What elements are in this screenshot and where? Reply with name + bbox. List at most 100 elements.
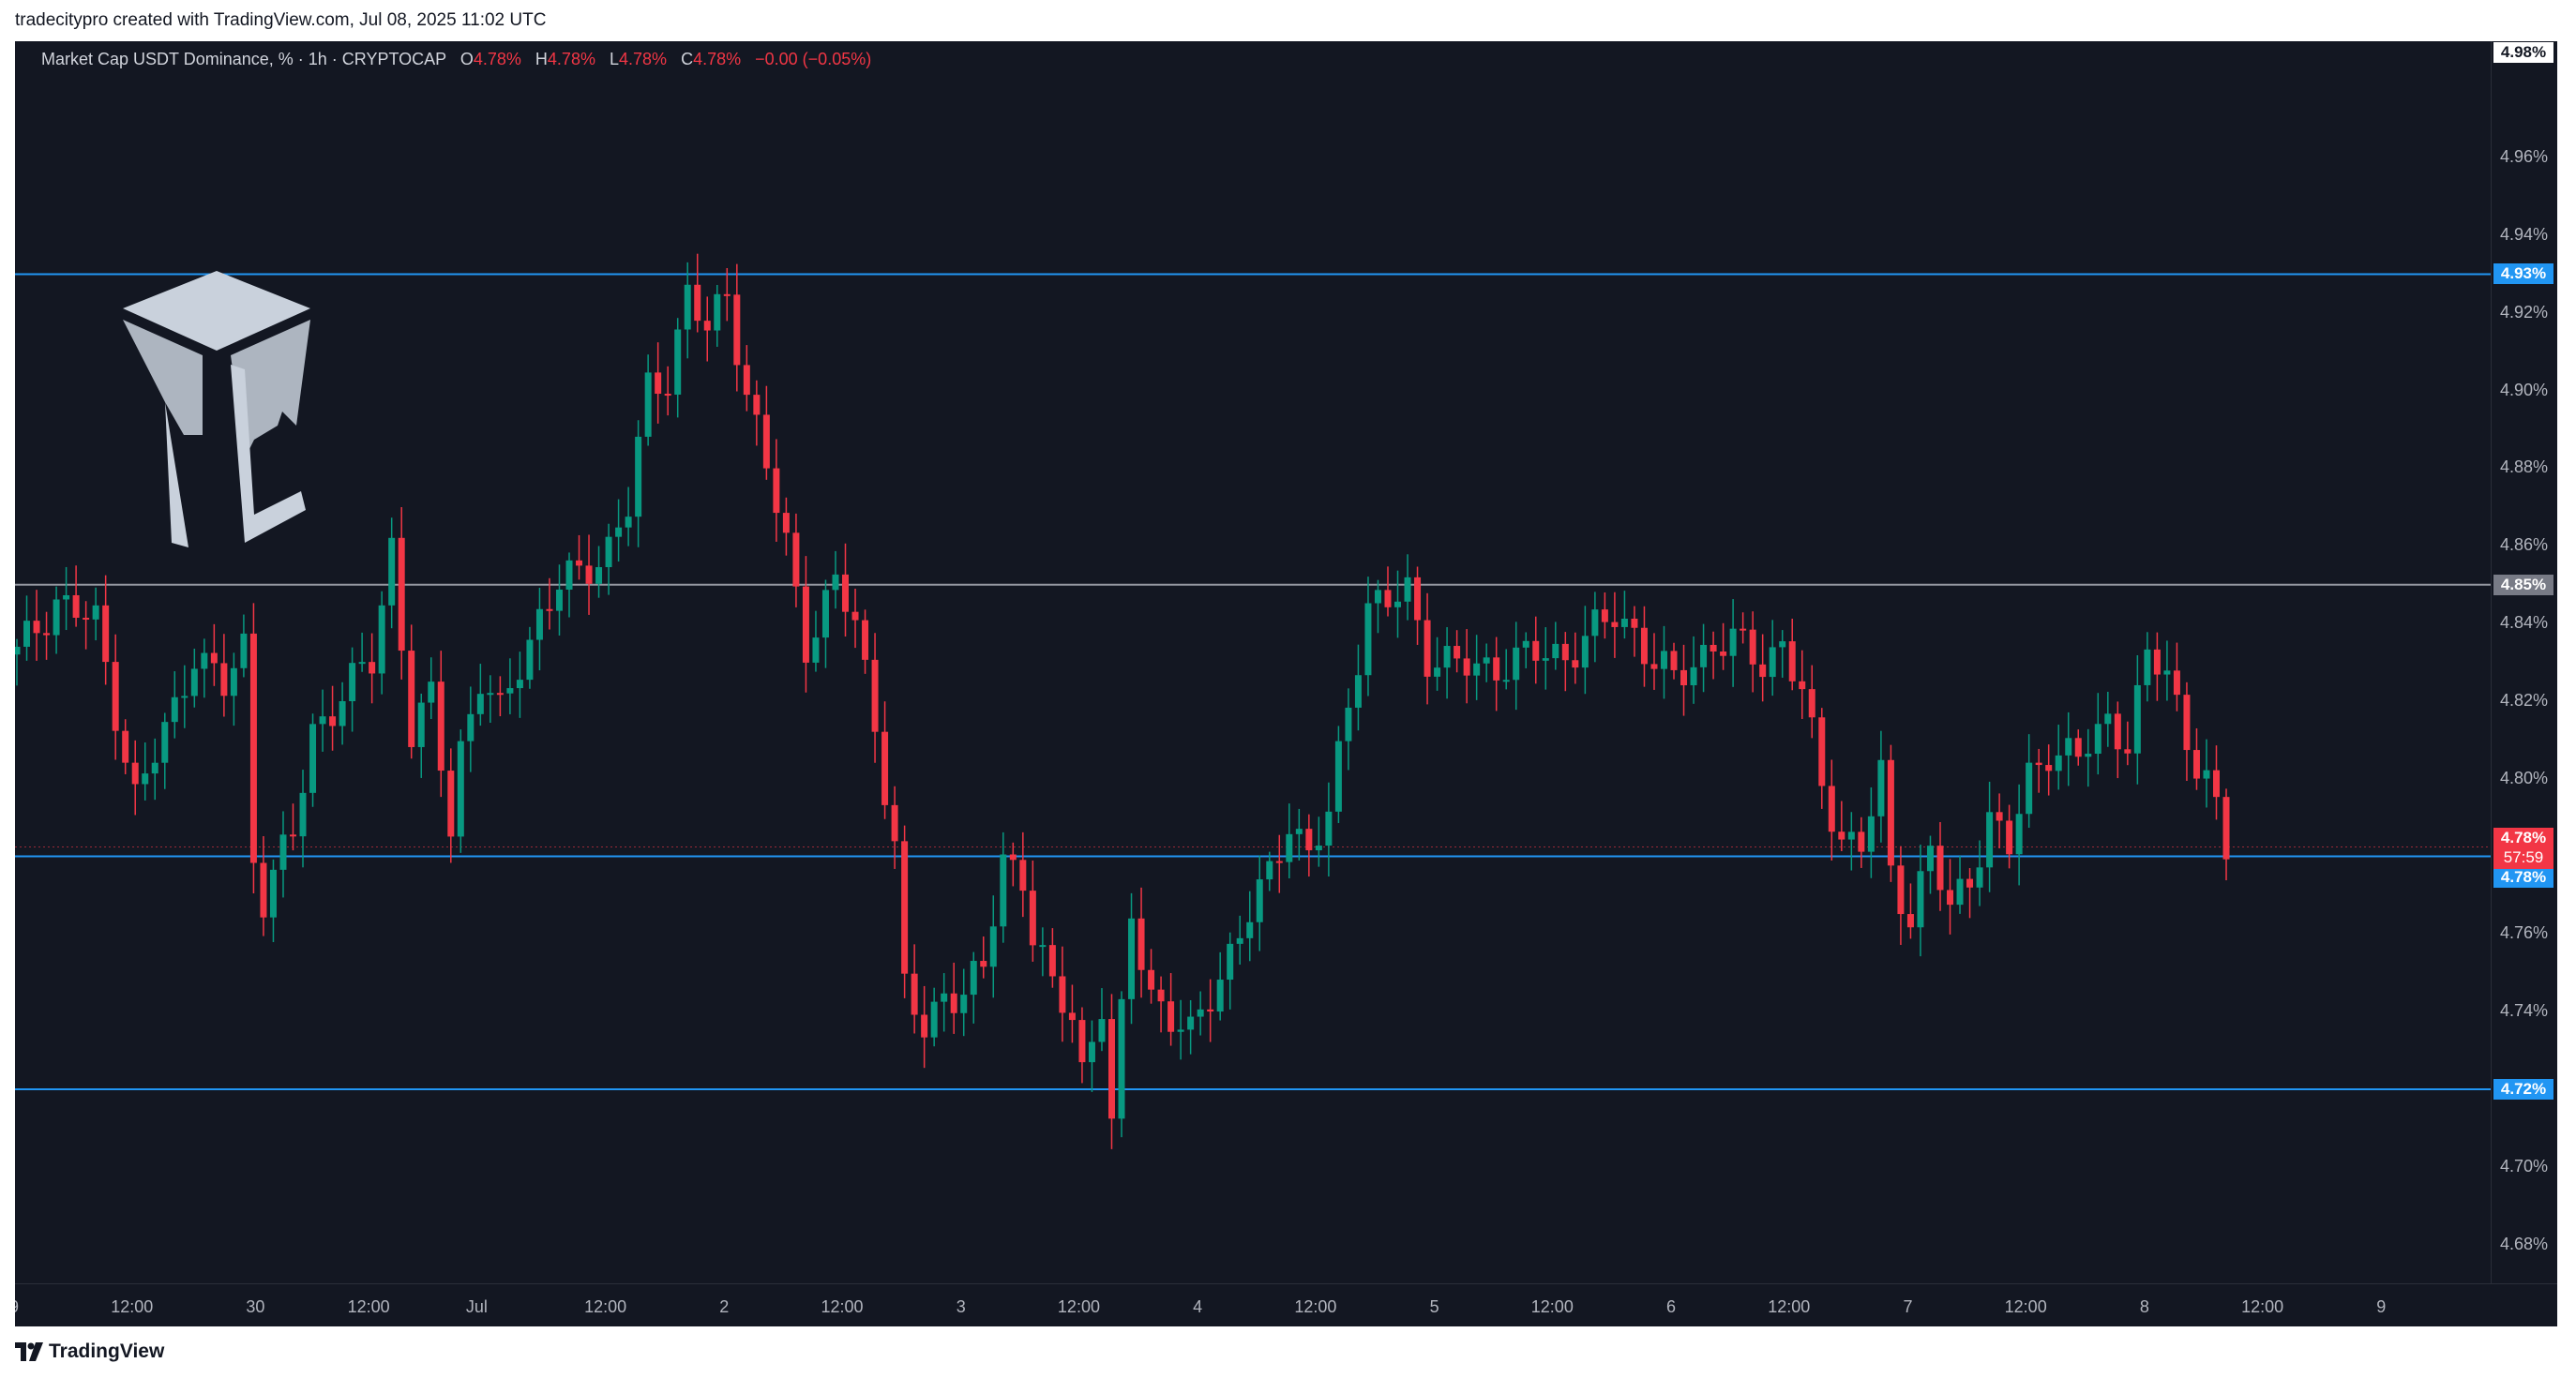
candle-body bbox=[1591, 609, 1599, 637]
candle-body bbox=[240, 633, 248, 668]
close-value: 4.78% bbox=[693, 50, 742, 68]
price-tick-label: 4.76% bbox=[2500, 923, 2549, 943]
price-tick-label: 4.94% bbox=[2500, 225, 2549, 245]
candle-body bbox=[1394, 601, 1402, 607]
candle-body bbox=[1759, 664, 1767, 678]
candle-body bbox=[950, 993, 957, 1013]
candle-body bbox=[1384, 590, 1392, 607]
price-tick-label: 4.96% bbox=[2500, 147, 2549, 167]
candle-body bbox=[1740, 628, 1747, 631]
candle-body bbox=[290, 834, 297, 837]
candle-body bbox=[496, 693, 504, 696]
time-tick-label: 12:00 bbox=[1530, 1297, 1574, 1316]
candle-body bbox=[1561, 643, 1569, 661]
candle-body bbox=[190, 668, 198, 696]
time-scale[interactable]: 9 12:00 30 12:00 Jul 12:00 2 12:00 3 12:00 4 12:00 5… bbox=[15, 1283, 2557, 1326]
candle-body bbox=[33, 621, 40, 634]
candle-body bbox=[1956, 878, 1964, 906]
candle-body bbox=[1729, 628, 1737, 656]
candle-body bbox=[388, 537, 396, 606]
candle-body bbox=[2163, 670, 2171, 675]
candle-body bbox=[2133, 684, 2141, 754]
candle-body bbox=[1128, 918, 1136, 999]
time-tick-label: 3 bbox=[956, 1297, 966, 1316]
price-scale[interactable]: 4.96% 4.94% 4.92% 4.90% 4.88% 4.86% 4.84% 4.82%… bbox=[2491, 41, 2557, 1283]
candle-body bbox=[2144, 649, 2151, 685]
candle-body bbox=[821, 590, 829, 638]
candle-body bbox=[181, 696, 188, 698]
candle-body bbox=[1236, 937, 1243, 944]
candle-body bbox=[1078, 1020, 1086, 1063]
bar-countdown: 57:59 bbox=[2503, 847, 2544, 866]
last-price-tag: 4.78% 57:59 bbox=[2493, 827, 2553, 869]
price-tick-label: 4.74% bbox=[2500, 1001, 2549, 1021]
candle-body bbox=[1788, 641, 1796, 682]
candle-body bbox=[417, 702, 425, 747]
candle-body bbox=[1207, 1009, 1214, 1012]
candle-body bbox=[1177, 1029, 1184, 1032]
candle-body bbox=[625, 517, 632, 528]
candle-body bbox=[1779, 641, 1786, 648]
candle-body bbox=[782, 513, 790, 533]
candle-body bbox=[1197, 1009, 1204, 1017]
candle-body bbox=[1502, 680, 1510, 682]
price-level-tag: 4.98% bbox=[2493, 42, 2553, 63]
candle-body bbox=[2006, 820, 2013, 855]
candle-body bbox=[1917, 871, 1924, 928]
candle-body bbox=[941, 993, 948, 1002]
candle-body bbox=[2114, 713, 2121, 750]
candle-body bbox=[1334, 741, 1342, 812]
candle-body bbox=[53, 599, 60, 636]
candle-body bbox=[1749, 629, 1756, 665]
candle-body bbox=[428, 682, 435, 703]
candle-body bbox=[703, 321, 711, 331]
candle-body bbox=[23, 621, 31, 647]
price-tick-label: 4.68% bbox=[2500, 1234, 2549, 1253]
candle-body bbox=[674, 329, 682, 395]
candle-body bbox=[1947, 890, 1954, 906]
candle-body bbox=[1000, 854, 1007, 927]
candle-body bbox=[1690, 667, 1697, 686]
candle-body bbox=[930, 1001, 938, 1038]
time-tick-label: 5 bbox=[1429, 1297, 1439, 1316]
candle-body bbox=[319, 716, 326, 725]
chart-panel[interactable]: Market Cap USDT Dominance, % · 1h · CRYP… bbox=[15, 41, 2557, 1326]
candle-body bbox=[102, 605, 110, 663]
candle-body bbox=[1769, 647, 1776, 678]
candle-body bbox=[1137, 918, 1145, 970]
candle-body bbox=[2192, 750, 2200, 779]
candle-body bbox=[1148, 969, 1155, 990]
candle-body bbox=[230, 667, 237, 696]
plot-area[interactable] bbox=[15, 41, 2491, 1283]
candle-body bbox=[437, 682, 444, 771]
candle-body bbox=[15, 646, 21, 655]
candle-body bbox=[1838, 831, 1845, 840]
candle-body bbox=[526, 639, 534, 681]
tradingview-logo-icon bbox=[15, 1342, 43, 1361]
candle-body bbox=[249, 633, 257, 863]
candle-body bbox=[1029, 891, 1036, 946]
high-label: H bbox=[535, 50, 548, 68]
candle-body bbox=[506, 688, 514, 694]
candle-body bbox=[112, 662, 119, 731]
candle-body bbox=[201, 652, 208, 669]
candle-body bbox=[1414, 577, 1422, 621]
candle-body bbox=[2124, 749, 2132, 754]
candle-body bbox=[2065, 738, 2072, 756]
candle-body bbox=[694, 284, 701, 322]
candle-body bbox=[881, 731, 889, 805]
candle-body bbox=[2045, 765, 2053, 771]
time-tick-label: 12:00 bbox=[347, 1297, 390, 1316]
candle-body bbox=[1670, 651, 1678, 670]
candle-body bbox=[1828, 786, 1835, 832]
candle-body bbox=[1443, 646, 1451, 668]
time-tick-label: 2 bbox=[719, 1297, 730, 1316]
candle-body bbox=[1305, 829, 1313, 851]
time-tick-label: 9 bbox=[2376, 1297, 2387, 1316]
candle-body bbox=[802, 586, 809, 663]
candle-body bbox=[72, 594, 80, 619]
candle-body bbox=[1454, 646, 1461, 659]
candle-body bbox=[220, 663, 228, 696]
candlestick-chart[interactable] bbox=[15, 41, 2491, 1283]
candle-body bbox=[733, 294, 741, 366]
